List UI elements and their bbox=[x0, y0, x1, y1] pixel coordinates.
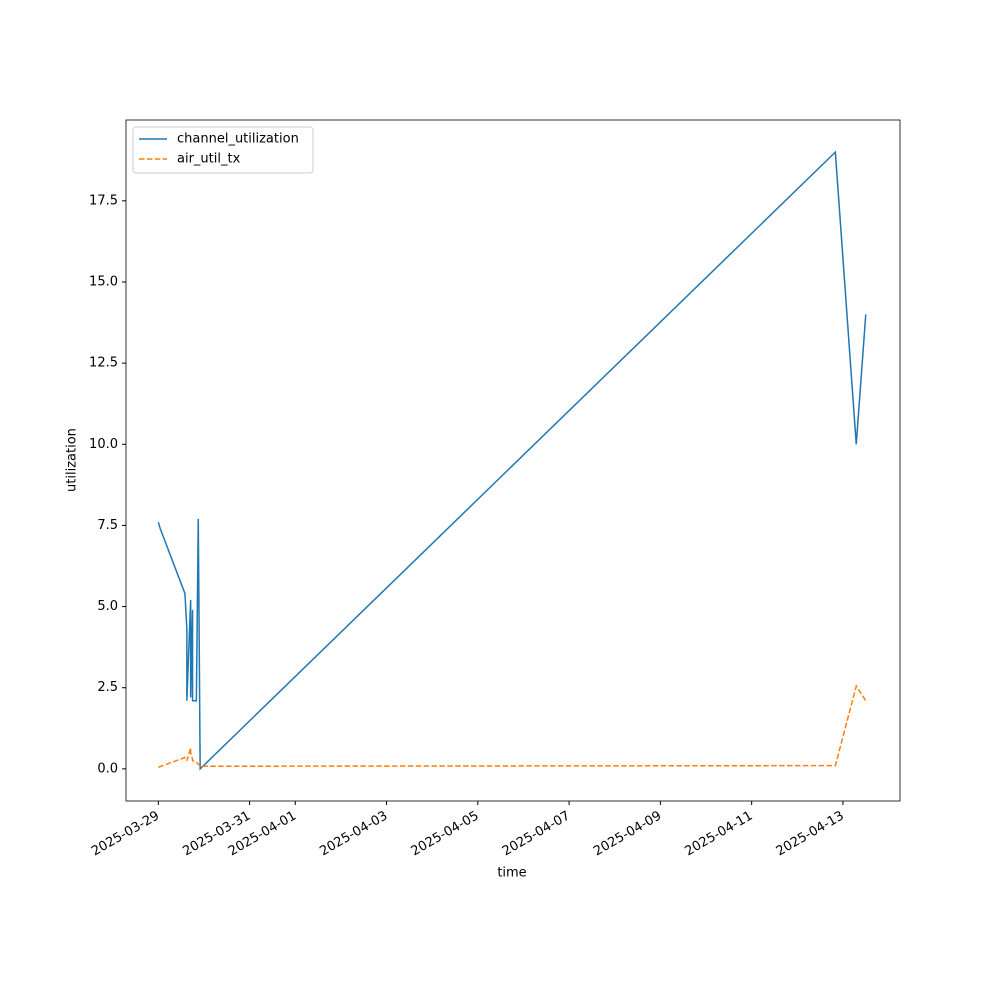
y-tick-label: 2.5 bbox=[97, 680, 118, 695]
x-tick-label: 2025-04-13 bbox=[774, 809, 847, 860]
series-line bbox=[158, 684, 867, 768]
y-tick-label: 15.0 bbox=[89, 274, 118, 289]
x-tick-label: 2025-04-09 bbox=[591, 809, 664, 860]
legend-label: channel_utilization bbox=[177, 132, 299, 147]
x-tick-label: 2025-04-03 bbox=[317, 809, 390, 860]
x-tick-label: 2025-03-29 bbox=[89, 809, 162, 860]
y-tick-label: 17.5 bbox=[89, 193, 118, 208]
y-tick-label: 5.0 bbox=[97, 599, 118, 614]
x-axis-label: time bbox=[497, 866, 526, 881]
series-line bbox=[157, 150, 867, 771]
x-tick-label: 2025-04-07 bbox=[500, 809, 573, 860]
x-tick-label: 2025-04-11 bbox=[682, 809, 755, 860]
y-tick-label: 0.0 bbox=[97, 761, 118, 776]
y-tick-label: 12.5 bbox=[89, 356, 118, 371]
y-tick-label: 7.5 bbox=[97, 518, 118, 533]
plot-frame bbox=[125, 119, 901, 802]
y-tick-label: 10.0 bbox=[89, 437, 118, 452]
legend-label: air_util_tx bbox=[177, 152, 241, 167]
y-axis-label: utilization bbox=[65, 428, 80, 492]
x-tick-label: 2025-04-05 bbox=[409, 809, 482, 860]
legend-box bbox=[132, 126, 314, 174]
